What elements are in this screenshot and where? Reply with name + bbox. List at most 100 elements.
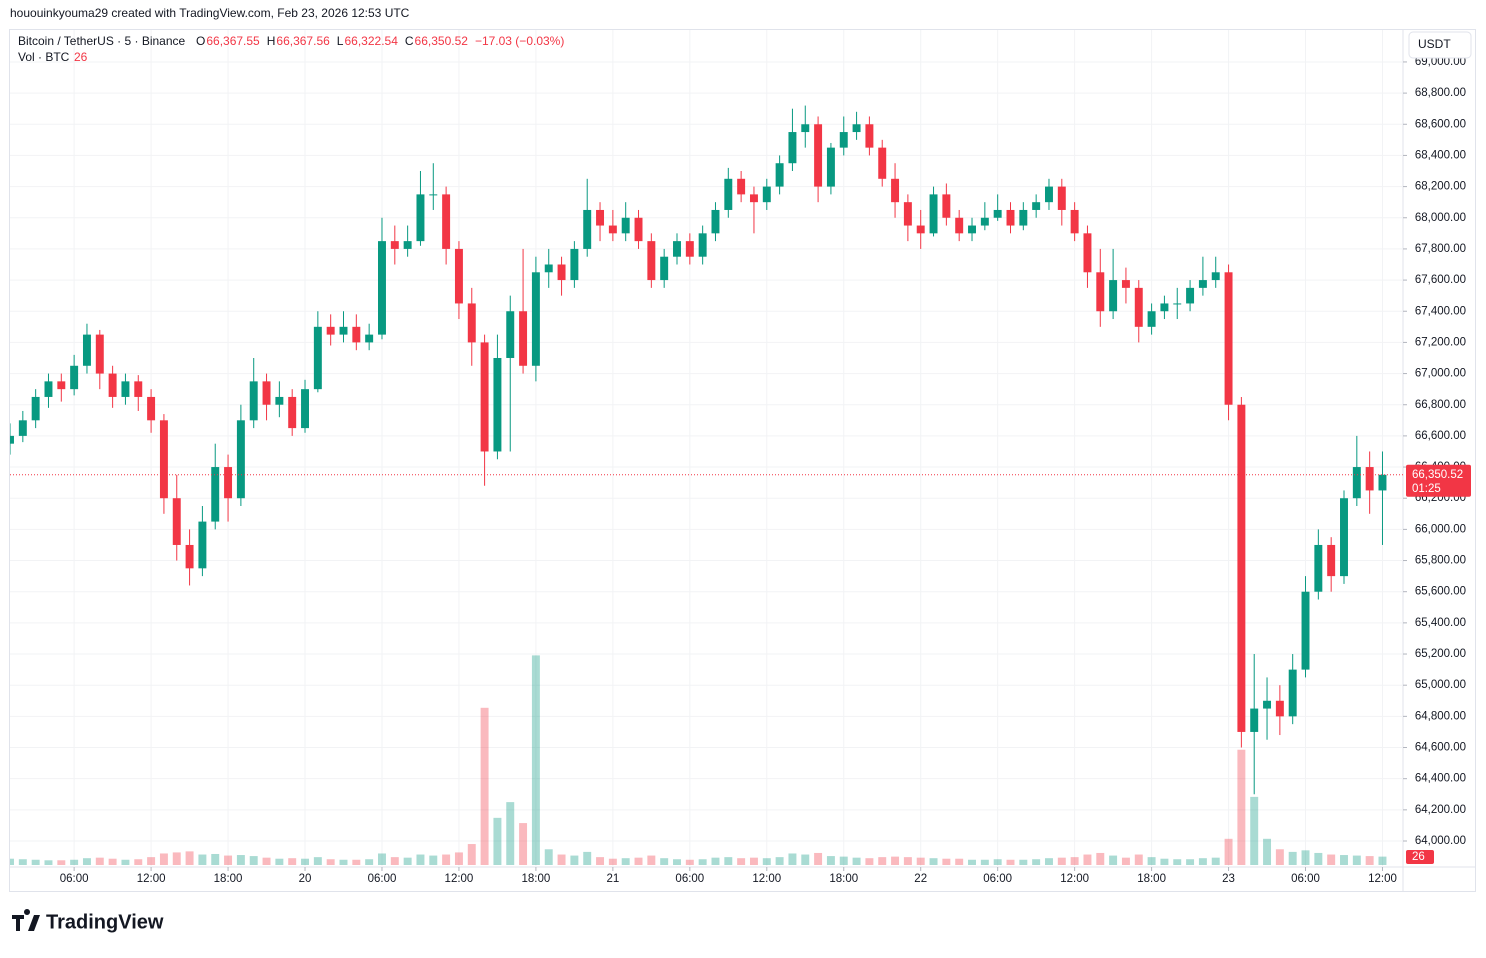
y-tick-label: 64,000.00	[1415, 835, 1466, 847]
candle-body	[31, 396, 40, 421]
volume-bar	[852, 857, 861, 865]
x-tick-label: 22	[914, 873, 927, 885]
candle-body	[365, 334, 374, 343]
volume-bar	[467, 844, 476, 865]
volume-bar	[660, 858, 669, 865]
volume-bar	[993, 859, 1002, 865]
x-tick-label: 12:00	[1060, 873, 1089, 885]
currency[interactable]: USDT	[1418, 37, 1451, 51]
candle-body	[1314, 544, 1323, 592]
candle-body	[506, 311, 515, 358]
legend-value: 66,322.54	[344, 34, 398, 48]
volume-bar	[82, 858, 91, 865]
currency-button[interactable]	[1408, 31, 1472, 59]
x-tick-label: 06:00	[983, 873, 1012, 885]
candle-body	[1006, 209, 1015, 226]
candle-body	[608, 225, 617, 234]
volume-bar	[70, 859, 79, 865]
candle-body	[1224, 272, 1233, 405]
volume-bar	[442, 854, 451, 865]
volume-bar	[724, 857, 733, 865]
candle-body	[390, 241, 399, 249]
volume-bar	[1288, 851, 1297, 865]
candle-body	[570, 248, 579, 281]
candle-body	[275, 396, 284, 405]
candle-body	[852, 124, 861, 133]
volume-bar	[339, 859, 348, 865]
candle-body	[326, 326, 335, 335]
volume-bar	[326, 859, 335, 865]
y-tick-label: 67,600.00	[1415, 274, 1466, 286]
volume-last-label: 26	[1412, 851, 1425, 863]
volume-bar	[1070, 857, 1079, 865]
volume-bar	[1327, 854, 1336, 865]
volume-bar	[134, 859, 143, 865]
volume-label: Vol · BTC	[18, 50, 70, 64]
candle-body	[737, 178, 746, 195]
candle-body	[1186, 287, 1195, 304]
countdown: 01:25	[1412, 483, 1441, 495]
volume-bar	[365, 859, 374, 865]
candle-body	[698, 233, 707, 257]
candle-body	[621, 217, 630, 234]
x-tick-label: 23	[1222, 873, 1235, 885]
volume-bar	[1352, 855, 1361, 865]
candle-body	[544, 264, 553, 273]
volume-bar	[378, 853, 386, 865]
volume-bar	[903, 857, 912, 865]
volume-bar	[634, 857, 643, 865]
volume-bar	[249, 856, 258, 865]
y-tick-label: 64,200.00	[1415, 804, 1466, 816]
volume-bar	[224, 855, 233, 865]
candle-body	[57, 381, 66, 390]
volume-bar	[301, 858, 309, 865]
y-tick-label: 67,400.00	[1415, 305, 1466, 317]
volume-bar	[31, 859, 40, 865]
x-tick-label: 12:00	[1368, 873, 1397, 885]
candle-body	[1250, 708, 1259, 732]
candle-body	[159, 420, 168, 499]
volume-bar	[211, 853, 220, 865]
candle-body	[1109, 280, 1118, 312]
candle-body	[339, 326, 348, 335]
y-tick-label: 65,000.00	[1415, 679, 1466, 691]
candle-body	[95, 334, 104, 374]
volume-bar	[621, 858, 630, 865]
candle-body	[596, 209, 605, 226]
y-tick-label: 67,800.00	[1415, 243, 1466, 255]
candle-body	[1045, 186, 1053, 203]
candle-body	[1352, 467, 1361, 499]
candle-body	[1237, 404, 1246, 732]
candle-body	[762, 186, 771, 203]
candle-body	[18, 420, 27, 436]
candle-body	[1147, 311, 1156, 327]
volume-bar	[673, 859, 681, 865]
x-tick-label: 06:00	[368, 873, 397, 885]
volume-bar	[749, 857, 758, 865]
axes: 64,000.00 64,200.00 64,400.00 64,600.00 64,8…	[60, 56, 1471, 885]
candle-body	[865, 124, 874, 148]
volume-bar	[185, 851, 194, 865]
candle-body	[826, 147, 835, 187]
volume-bar	[1096, 852, 1105, 865]
candle-body	[839, 132, 848, 148]
candle-body	[352, 326, 361, 343]
volume-bar	[942, 858, 951, 865]
y-tick-label: 67,200.00	[1415, 336, 1466, 348]
candle-body	[378, 241, 386, 335]
candle-body	[775, 163, 784, 187]
volume-bar	[352, 859, 361, 865]
volume-bar	[1237, 749, 1246, 865]
last-price-label: 66,350.52	[1412, 469, 1463, 481]
volume-bar	[172, 852, 181, 865]
legend-key: H	[267, 34, 276, 48]
candle-body	[685, 241, 694, 257]
volume-bar	[544, 849, 553, 865]
volume-bar	[891, 856, 900, 865]
candle-body	[634, 217, 643, 242]
volume-bar	[1083, 854, 1092, 865]
candle-body	[968, 225, 976, 234]
candle-body	[1365, 467, 1374, 491]
volume-bar	[480, 707, 489, 865]
